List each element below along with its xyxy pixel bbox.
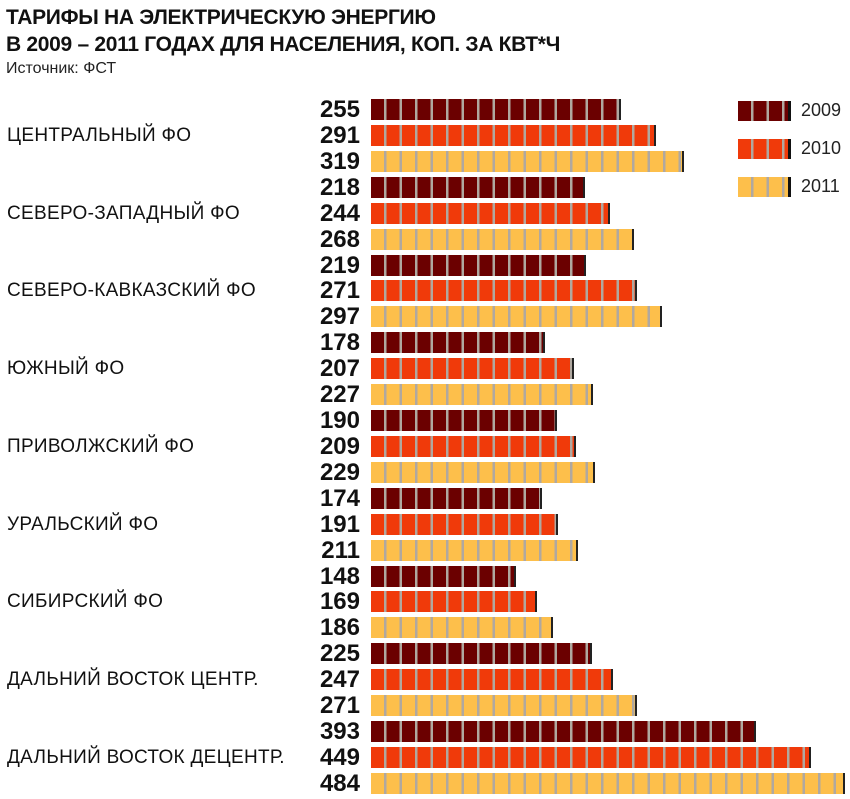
bar-2010 — [371, 280, 637, 302]
bar-2010 — [371, 591, 537, 613]
title-line-1: ТАРИФЫ НА ЭЛЕКТРИЧЕСКУЮ ЭНЕРГИЮ — [6, 6, 436, 29]
bar-2009 — [371, 487, 542, 509]
data-label: 169 — [319, 588, 360, 616]
bar-2010 — [371, 669, 614, 691]
data-label: 271 — [319, 277, 360, 305]
data-label: 255 — [319, 96, 360, 123]
bar-2011 — [371, 772, 846, 794]
data-label: 207 — [319, 355, 360, 383]
bar-2009 — [371, 643, 592, 665]
bar-2011 — [371, 228, 634, 250]
bar-2011 — [371, 617, 554, 639]
bar-2011 — [371, 539, 578, 561]
data-label: 209 — [319, 432, 360, 460]
data-label: 219 — [319, 251, 360, 279]
bar-2009 — [371, 254, 586, 276]
data-label: 393 — [319, 718, 360, 746]
legend-swatch — [738, 176, 791, 197]
bar-2009 — [371, 99, 621, 120]
category-label: СЕВЕРО-КАВКАЗСКИЙ ФО — [7, 280, 256, 302]
data-label: 484 — [319, 769, 360, 797]
bar-2010 — [371, 747, 812, 768]
data-label: 229 — [319, 458, 360, 486]
bar-2011 — [371, 695, 637, 717]
bar-2010 — [371, 202, 611, 224]
legend-swatch — [738, 138, 791, 159]
data-label: 247 — [319, 666, 360, 694]
legend-item-2009: 2009 — [738, 100, 841, 121]
data-label: 227 — [319, 381, 360, 409]
data-label: 244 — [319, 199, 360, 227]
data-label: 291 — [319, 121, 360, 149]
bar-2009 — [371, 565, 517, 587]
bar-2010 — [371, 358, 574, 380]
data-label: 218 — [319, 173, 360, 201]
data-label: 186 — [319, 614, 360, 642]
data-label: 178 — [319, 329, 360, 357]
bar-2009 — [371, 176, 585, 198]
legend-label: 2009 — [801, 100, 842, 120]
legend-label: 2011 — [801, 176, 840, 196]
bar-2009 — [371, 721, 757, 743]
category-label: ДАЛЬНИЙ ВОСТОК ЦЕНТР. — [7, 669, 259, 691]
legend-label: 2010 — [801, 138, 842, 158]
data-label: 319 — [319, 147, 360, 175]
legend-item-2010: 2010 — [738, 138, 841, 159]
data-label: 225 — [319, 640, 360, 668]
bar-2010 — [371, 435, 576, 457]
bar-2011 — [371, 306, 663, 328]
bar-2011 — [371, 384, 594, 406]
bar-2010 — [371, 124, 657, 146]
title-line-2: В 2009 – 2011 ГОДАХ ДЛЯ НАСЕЛЕНИЯ, КОП. … — [6, 33, 561, 56]
legend-swatch — [738, 100, 791, 121]
data-label: 297 — [319, 303, 360, 331]
bar-2011 — [371, 150, 684, 172]
bar-2009 — [371, 332, 546, 354]
category-label: ДАЛЬНИЙ ВОСТОК ДЕЦЕНТР. — [7, 747, 285, 768]
data-label: 148 — [319, 562, 360, 590]
category-label: ПРИВОЛЖСКИЙ ФО — [7, 435, 195, 457]
bar-2011 — [371, 461, 596, 483]
category-label: СЕВЕРО-ЗАПАДНЫЙ ФО — [7, 202, 240, 224]
category-label: ЮЖНЫЙ ФО — [7, 358, 125, 380]
data-label: 211 — [321, 536, 360, 564]
chart-title: ТАРИФЫ НА ЭЛЕКТРИЧЕСКУЮ ЭНЕРГИЮ В 2009 –… — [6, 4, 560, 58]
legend-item-2011: 2011 — [738, 176, 840, 197]
data-label: 174 — [319, 484, 360, 512]
category-label: СИБИРСКИЙ ФО — [7, 591, 164, 613]
data-label: 449 — [319, 744, 360, 771]
bar-2009 — [371, 410, 558, 432]
category-label: УРАЛЬСКИЙ ФО — [7, 513, 159, 535]
data-label: 271 — [319, 692, 360, 720]
data-label: 268 — [319, 225, 360, 253]
bar-2010 — [371, 513, 559, 535]
category-label: ЦЕНТРАЛЬНЫЙ ФО — [7, 124, 192, 146]
data-label: 191 — [319, 510, 360, 538]
data-label: 190 — [319, 407, 360, 435]
source-note: Источник: ФСТ — [6, 60, 117, 77]
